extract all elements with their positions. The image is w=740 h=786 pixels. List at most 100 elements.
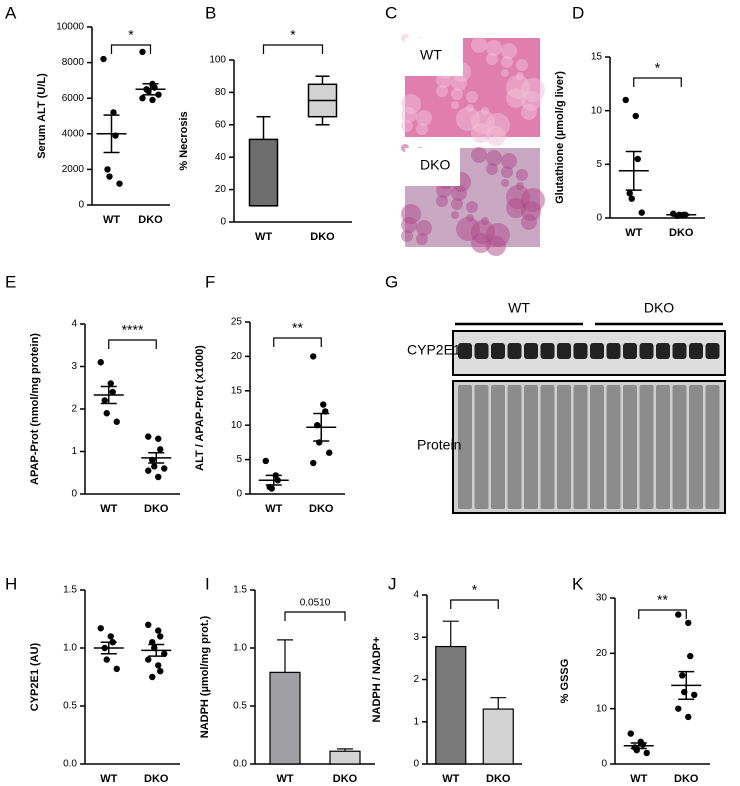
data-point (149, 673, 156, 681)
data-point (627, 730, 634, 737)
x-tick-label: WT (442, 773, 459, 785)
y-tick-label: 4 (413, 590, 419, 601)
y-tick-label: 60 (215, 119, 227, 130)
tissue-texture (436, 195, 448, 207)
tissue-texture (401, 120, 413, 132)
data-point (638, 209, 645, 216)
image-label: WT (420, 47, 442, 63)
x-tick-label: DKO (138, 214, 163, 226)
tissue-texture (466, 201, 478, 213)
band (590, 343, 604, 359)
y-tick-label: 2000 (62, 164, 85, 175)
y-tick-label: 15 (231, 385, 243, 396)
data-point (106, 173, 113, 180)
data-point (145, 656, 152, 663)
data-point (113, 665, 120, 673)
band (474, 343, 489, 359)
y-axis-label: Serum ALT (U/L) (36, 73, 48, 159)
y-tick-label: 1 (413, 716, 419, 727)
data-point (157, 668, 164, 675)
y-tick-label: 20 (596, 648, 608, 659)
x-tick-label: DKO (309, 503, 334, 515)
data-point (310, 353, 317, 360)
data-point (685, 713, 692, 721)
data-point (103, 410, 110, 417)
y-tick-label: 80 (215, 87, 227, 98)
y-axis-label: ALT / APAP-Prot (x1000) (194, 345, 206, 471)
y-tick-label: 40 (215, 152, 227, 163)
data-point (675, 705, 682, 712)
significance-label: * (290, 27, 296, 43)
tissue-texture (451, 211, 459, 219)
panel-letter: I (205, 574, 210, 593)
tissue-texture (481, 107, 489, 115)
tissue-texture (501, 166, 513, 178)
data-point (104, 166, 111, 173)
tissue-texture (466, 214, 474, 222)
data-point (103, 656, 110, 663)
data-point (679, 672, 686, 679)
box (248, 138, 279, 207)
band (458, 343, 472, 359)
lane (573, 385, 588, 509)
tissue-texture (451, 88, 463, 100)
tissue-texture (466, 104, 474, 112)
significance-bracket (633, 77, 682, 87)
data-point (113, 418, 120, 425)
y-tick-label: 0 (601, 759, 607, 770)
y-axis-label: NADPH / NADP+ (371, 637, 383, 723)
data-point (161, 465, 168, 472)
y-axis-label: Glutathione (µmol/g liver) (554, 71, 566, 204)
significance-bracket (450, 599, 499, 609)
band (623, 343, 637, 359)
y-tick-label: 4 (71, 319, 77, 330)
x-tick-label: DKO (310, 231, 335, 243)
significance-label: * (472, 582, 478, 598)
x-tick-label: WT (625, 227, 642, 239)
tissue-texture (486, 40, 502, 56)
tissue-texture (416, 233, 428, 245)
tissue-texture (501, 153, 517, 169)
significance-bracket (284, 611, 346, 621)
tissue-texture (451, 101, 459, 109)
data-point (626, 190, 633, 197)
band (524, 343, 538, 359)
data-point (268, 485, 275, 492)
tissue-texture (516, 59, 528, 71)
data-point (100, 55, 107, 63)
row-label: CYP2E1 (407, 342, 461, 358)
bar (269, 671, 301, 765)
y-tick-label: 10000 (56, 22, 84, 33)
significance-bracket (108, 339, 157, 349)
y-tick-label: 0 (413, 759, 419, 770)
x-tick-label: DKO (486, 773, 511, 785)
x-tick-label: WT (276, 773, 293, 785)
tissue-texture (486, 53, 498, 65)
y-tick-label: 100 (209, 55, 226, 66)
tissue-texture (516, 182, 524, 190)
y-tick-label: 20 (215, 184, 227, 195)
lane (639, 385, 654, 509)
data-point (687, 652, 694, 660)
y-axis-label: % GSSG (559, 659, 571, 704)
band (705, 343, 720, 359)
panel-letter: C (385, 3, 397, 22)
x-tick-label: WT (265, 503, 282, 515)
group-label: WT (508, 300, 530, 316)
lane (590, 385, 604, 509)
x-tick-label: WT (255, 231, 272, 243)
image-label: DKO (420, 157, 450, 173)
data-point (155, 473, 162, 481)
significance-label: **** (122, 322, 144, 338)
y-tick-label: 30 (596, 593, 608, 604)
data-point (145, 467, 152, 474)
x-tick-label: WT (103, 214, 120, 226)
band (639, 343, 654, 359)
data-point (310, 459, 317, 467)
y-axis-label: % Necrosis (178, 111, 190, 170)
y-axis-label: CYP2E1 (AU) (29, 642, 41, 711)
y-tick-label: 0.0 (63, 759, 77, 770)
tissue-texture (501, 179, 509, 187)
lane (474, 385, 489, 509)
data-point (145, 433, 152, 440)
